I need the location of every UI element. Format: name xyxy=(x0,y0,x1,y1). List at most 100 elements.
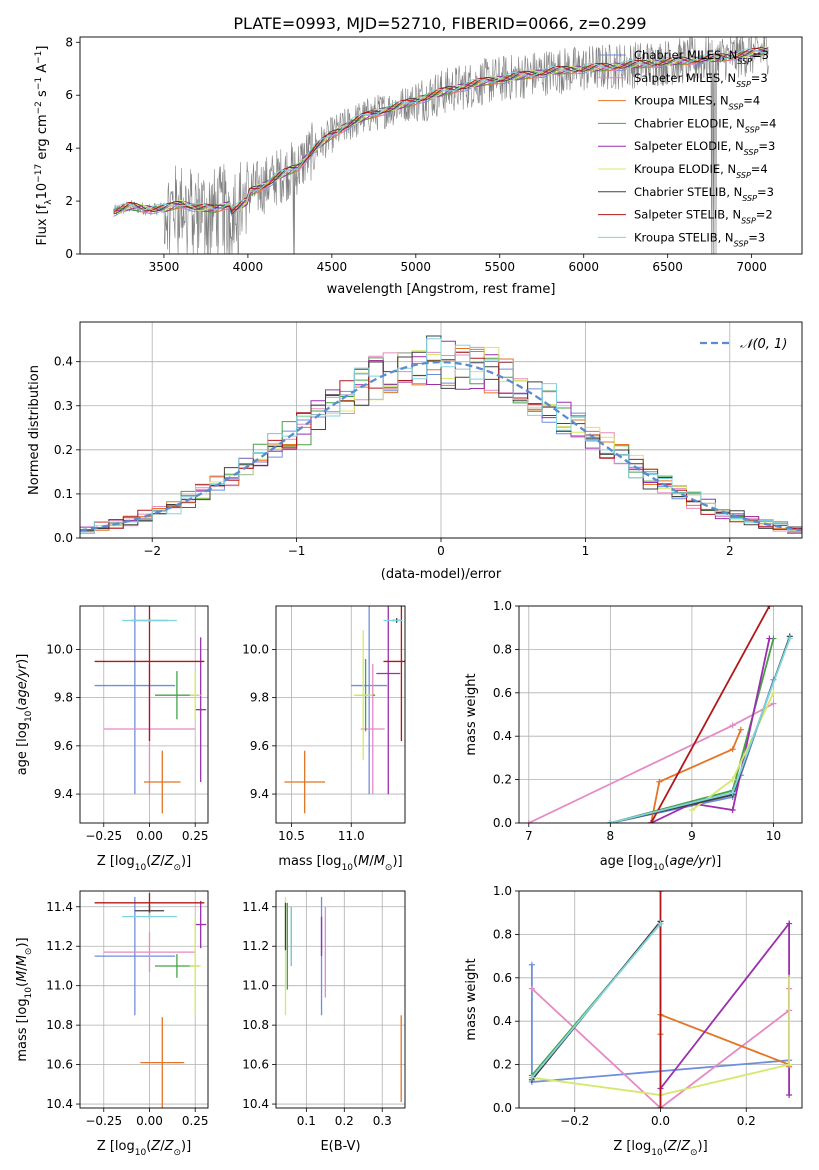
errorbar-point xyxy=(122,619,177,622)
y-tick-label: 8 xyxy=(65,35,73,49)
y-tick-label: 1.0 xyxy=(493,884,512,898)
y-tick-label: 10.8 xyxy=(46,1018,73,1032)
errorbar-point xyxy=(94,606,176,795)
mass-vs-z-frame xyxy=(79,890,209,1109)
x-tick-label: 0.2 xyxy=(737,1114,756,1128)
x-tick-label: 10 xyxy=(766,829,781,843)
legend-entry: Chabrier ELODIE, NSSP=4 xyxy=(634,116,776,133)
x-tick-label: 11.0 xyxy=(338,829,365,843)
mass-vs-ebv-axes: 0.1 0.2 0.3 10.4 10.6 10.8 11.0 11.2 11.4 xyxy=(242,891,405,1128)
y-tick-label: 10.0 xyxy=(242,642,269,656)
y-tick-label: 0.0 xyxy=(54,531,73,545)
x-tick-label: 0.00 xyxy=(136,1114,163,1128)
x-tick-label: 2 xyxy=(726,544,734,558)
y-tick-label: 2 xyxy=(65,194,73,208)
weight-marker xyxy=(786,1061,793,1068)
y-tick-label: 11.0 xyxy=(46,979,73,993)
weight-vs-z-frame xyxy=(518,890,803,1109)
y-tick-label: 0 xyxy=(65,247,73,261)
weight-marker xyxy=(766,606,773,609)
residual-plot xyxy=(80,335,802,538)
weight-marker xyxy=(657,891,664,894)
errorbar-point xyxy=(189,671,201,720)
weight-marker xyxy=(729,746,736,753)
y-tick-label: 11.2 xyxy=(242,939,269,953)
weight-marker xyxy=(656,778,663,785)
x-tick-label: −0.2 xyxy=(560,1114,589,1128)
weight-marker xyxy=(786,920,793,927)
x-tick-label: 0.25 xyxy=(182,1114,209,1128)
errorbar-point xyxy=(140,1017,185,1108)
weight-marker xyxy=(766,635,773,642)
x-axis-label: mass [log10(M/M⊙)] xyxy=(278,854,402,873)
y-tick-label: 11.0 xyxy=(242,979,269,993)
y-tick-label: 4 xyxy=(65,141,73,155)
x-tick-label: 0.00 xyxy=(136,829,163,843)
legend-entry: Kroupa ELODIE, NSSP=4 xyxy=(634,162,768,180)
x-tick-label: −0.25 xyxy=(85,829,122,843)
weight-marker xyxy=(528,961,535,968)
y-tick-label: 10.6 xyxy=(242,1058,269,1072)
x-tick-label: 0.0 xyxy=(651,1114,670,1128)
weight-marker xyxy=(607,820,614,823)
y-tick-label: 0.1 xyxy=(54,487,73,501)
y-axis-label: Normed distribution xyxy=(27,365,42,495)
y-tick-label: 0.2 xyxy=(493,773,512,787)
weight-marker xyxy=(525,820,532,823)
errorbar-point xyxy=(94,892,205,913)
y-tick-label: 9.4 xyxy=(54,787,73,801)
errorbar-point xyxy=(284,750,325,814)
residuals-frame xyxy=(79,321,803,539)
y-tick-label: 1.0 xyxy=(493,599,512,613)
spectrum-plot xyxy=(113,37,769,254)
weight-marker xyxy=(770,700,777,707)
errorbar-point xyxy=(383,606,405,742)
weight-series-7 xyxy=(650,606,771,823)
weight-marker xyxy=(528,985,535,992)
x-axis-label: Z [log10(Z/Z⊙)] xyxy=(97,1139,191,1158)
x-tick-label: 5500 xyxy=(484,260,515,274)
y-tick-label: 9.6 xyxy=(54,739,73,753)
mass-vs-ebv-frame xyxy=(275,890,406,1109)
weight-marker xyxy=(786,1091,793,1098)
y-tick-label: 0.2 xyxy=(493,1058,512,1072)
x-tick-label: 6500 xyxy=(652,260,683,274)
x-tick-label: 0 xyxy=(437,544,445,558)
errorbar-point xyxy=(353,630,373,761)
residuals-axes: −2 −1 0 1 2 0.0 0.1 0.2 0.3 0.4 xyxy=(54,322,802,558)
y-tick-label: 0.0 xyxy=(493,1101,512,1115)
weight-series-6 xyxy=(610,636,791,823)
weight-vs-z-axes: −0.2 0.0 0.2 0.0 0.2 0.4 0.6 0.8 1.0 xyxy=(493,884,802,1128)
weight-series-8 xyxy=(531,922,662,1079)
weight-marker xyxy=(770,689,777,696)
y-axis-label: mass weight xyxy=(464,673,479,755)
weight-marker xyxy=(729,722,736,729)
spectrum-legend: Chabrier MILES, NSSP=3 Salpeter MILES, NS… xyxy=(598,48,776,248)
mass-vs-z-plot xyxy=(94,892,207,1108)
model-spectrum-1 xyxy=(113,50,769,215)
y-tick-label: 11.2 xyxy=(46,939,73,953)
age-vs-mass-frame xyxy=(275,605,406,824)
x-axis-label: (data-model)/error xyxy=(381,567,502,582)
x-tick-label: −2 xyxy=(143,544,161,558)
y-tick-label: 11.4 xyxy=(242,900,269,914)
errorbar-point xyxy=(376,606,401,795)
errorbar-point xyxy=(144,750,181,814)
x-tick-label: 0.2 xyxy=(335,1114,354,1128)
y-tick-label: 0.4 xyxy=(54,355,73,369)
y-axis-label: mass [log10(M/M⊙)] xyxy=(15,937,34,1061)
x-axis-label: age [log10(age/yr)] xyxy=(600,854,722,873)
legend-entry: Kroupa MILES, NSSP=4 xyxy=(634,94,760,112)
y-tick-label: 9.4 xyxy=(250,787,269,801)
weight-marker xyxy=(688,806,695,813)
errorbar-point xyxy=(122,912,177,921)
x-tick-label: −1 xyxy=(288,544,306,558)
x-tick-label: 1 xyxy=(582,544,590,558)
weight-series-5 xyxy=(531,977,790,1096)
errorbar-point xyxy=(189,916,201,1016)
panels: 3500 4000 4500 5000 5500 6000 6500 7000 0 2 4 6 8 Cha… xyxy=(15,35,803,1158)
weight-series-4 xyxy=(650,638,771,823)
y-tick-label: 0.3 xyxy=(54,399,73,413)
x-tick-label: 8 xyxy=(607,829,615,843)
